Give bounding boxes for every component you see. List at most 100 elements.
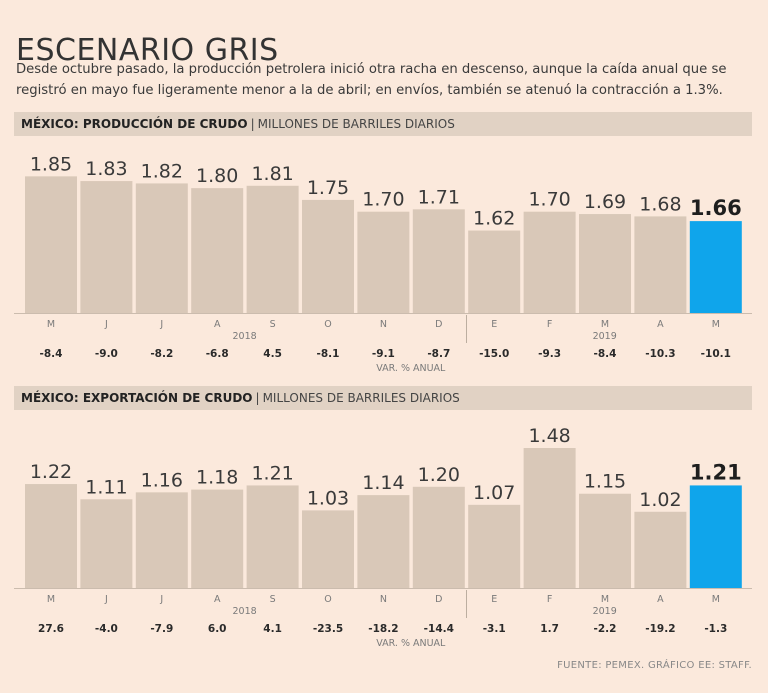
production-value-label: 1.70 [528,189,570,211]
production-month-label: D [435,319,442,330]
exports-bar [191,489,244,588]
exports-bar [579,493,631,588]
production-bar [302,199,354,313]
production-change-label: -9.3 [538,348,561,360]
production-chart: 1.85 M -8.4 1.83 J -9.0 1.82 J -8.2 1.80 A -6.8 1.81… [14,153,752,374]
production-bar [191,188,244,313]
production-chart-title: MÉXICO: PRODUCCIÓN DE CRUDO [21,117,248,131]
exports-bar [25,484,77,588]
exports-month-label: A [657,594,664,605]
exports-change-label: 6.0 [208,623,227,635]
production-month-label: S [270,319,276,330]
production-change-label: -8.2 [150,348,173,360]
page-title: ESCENARIO GRIS [16,33,279,69]
production-month-label: A [214,319,221,330]
production-bar [634,216,687,313]
exports-change-label: 1.7 [540,623,559,635]
exports-value-label: 1.18 [196,467,238,489]
production-change-label: -8.4 [594,348,617,360]
exports-chart-header: MÉXICO: EXPORTACIÓN DE CRUDO | MILLONES DE… [14,386,752,410]
production-change-caption: VAR. % ANUAL [376,363,446,374]
production-value-label: 1.80 [196,165,238,187]
production-month-label: J [104,319,108,330]
exports-bar [689,485,742,588]
exports-change-label: -7.9 [150,623,173,635]
production-value-label: 1.85 [30,153,72,175]
exports-change-label: 27.6 [38,623,64,635]
exports-change-label: -1.3 [704,623,727,635]
exports-change-label: -19.2 [645,623,675,635]
exports-bar [412,486,465,588]
production-bar [468,230,521,313]
production-value-label: 1.68 [639,193,681,215]
exports-value-label: 1.21 [690,460,742,484]
production-bar [579,214,631,313]
exports-bar [468,504,521,588]
exports-bar [80,499,133,588]
production-value-label: 1.83 [85,158,127,180]
production-month-label: M [601,319,609,330]
exports-value-label: 1.03 [307,487,349,509]
production-change-label: -9.1 [372,348,395,360]
exports-change-caption: VAR. % ANUAL [376,638,446,649]
exports-chart-unit: MILLONES DE BARRILES DIARIOS [262,391,460,405]
production-bar [80,181,133,313]
exports-bar [302,510,354,588]
production-bar [246,185,299,313]
production-month-label: M [712,319,720,330]
production-bar [689,221,742,313]
production-change-label: -6.8 [206,348,229,360]
exports-value-label: 1.21 [251,462,293,484]
exports-year-label: 2018 [233,606,257,617]
exports-month-label: M [601,594,609,605]
production-bar [135,183,188,313]
production-month-label: O [324,319,331,330]
page-subtitle: Desde octubre pasado, la producción petr… [16,62,727,98]
production-bar [357,211,410,313]
exports-value-label: 1.14 [362,472,404,494]
production-year-label: 2018 [233,331,257,342]
exports-change-label: -4.0 [95,623,118,635]
production-chart-header: MÉXICO: PRODUCCIÓN DE CRUDO | MILLONES DE … [14,112,752,136]
production-value-label: 1.75 [307,177,349,199]
exports-month-label: N [380,594,387,605]
production-bar [523,211,576,313]
exports-change-label: -14.4 [424,623,454,635]
exports-month-label: E [491,594,497,605]
production-change-label: -8.4 [40,348,63,360]
exports-month-label: F [547,594,552,605]
production-month-label: A [657,319,664,330]
production-month-label: N [380,319,387,330]
production-month-label: M [47,319,55,330]
production-month-label: J [159,319,163,330]
production-change-label: -10.1 [701,348,731,360]
exports-change-label: -23.5 [313,623,343,635]
exports-month-label: O [324,594,331,605]
exports-month-label: M [47,594,55,605]
production-change-label: -10.3 [645,348,675,360]
exports-bar [135,492,188,588]
production-change-label: -15.0 [479,348,509,360]
production-value-label: 1.66 [690,196,742,220]
exports-value-label: 1.16 [141,469,183,491]
production-change-label: -9.0 [95,348,118,360]
production-value-label: 1.82 [141,160,183,182]
production-chart-unit: MILLONES DE BARRILES DIARIOS [257,117,455,131]
exports-month-label: M [712,594,720,605]
production-month-label: F [547,319,552,330]
exports-value-label: 1.11 [85,476,127,498]
exports-bar [357,495,410,588]
production-year-label: 2019 [593,331,617,342]
exports-value-label: 1.15 [584,471,626,493]
exports-value-label: 1.07 [473,482,515,504]
exports-month-label: J [159,594,163,605]
exports-value-label: 1.48 [528,425,570,447]
exports-month-label: J [104,594,108,605]
exports-chart: 1.22 M 27.6 1.11 J -4.0 1.16 J -7.9 1.18 A 6.0 1.21 S… [14,425,752,649]
production-value-label: 1.81 [251,163,293,185]
exports-change-label: -18.2 [368,623,398,635]
production-chart-separator: | [250,117,255,131]
production-value-label: 1.62 [473,208,515,230]
exports-bar [634,511,687,588]
exports-value-label: 1.02 [639,489,681,511]
